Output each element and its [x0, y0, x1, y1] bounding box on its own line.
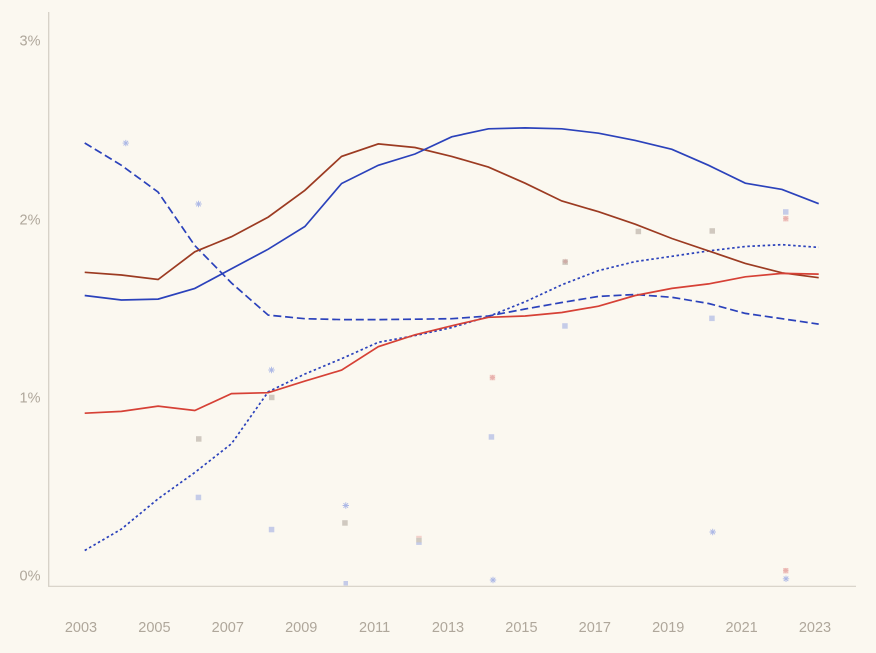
svg-text:2003: 2003 — [65, 620, 97, 636]
svg-text:3%: 3% — [20, 34, 41, 50]
svg-text:2013: 2013 — [432, 620, 464, 636]
svg-text:2015: 2015 — [505, 620, 537, 636]
svg-text:1%: 1% — [20, 391, 41, 407]
svg-text:2%: 2% — [20, 213, 41, 229]
svg-text:2017: 2017 — [579, 620, 611, 636]
svg-text:2011: 2011 — [359, 620, 390, 636]
svg-text:2009: 2009 — [285, 620, 317, 636]
svg-text:2005: 2005 — [138, 620, 170, 636]
svg-text:2007: 2007 — [212, 620, 244, 636]
svg-text:2021: 2021 — [725, 620, 757, 636]
svg-text:2019: 2019 — [652, 620, 684, 636]
svg-text:2023: 2023 — [799, 620, 831, 636]
svg-text:0%: 0% — [20, 569, 41, 585]
